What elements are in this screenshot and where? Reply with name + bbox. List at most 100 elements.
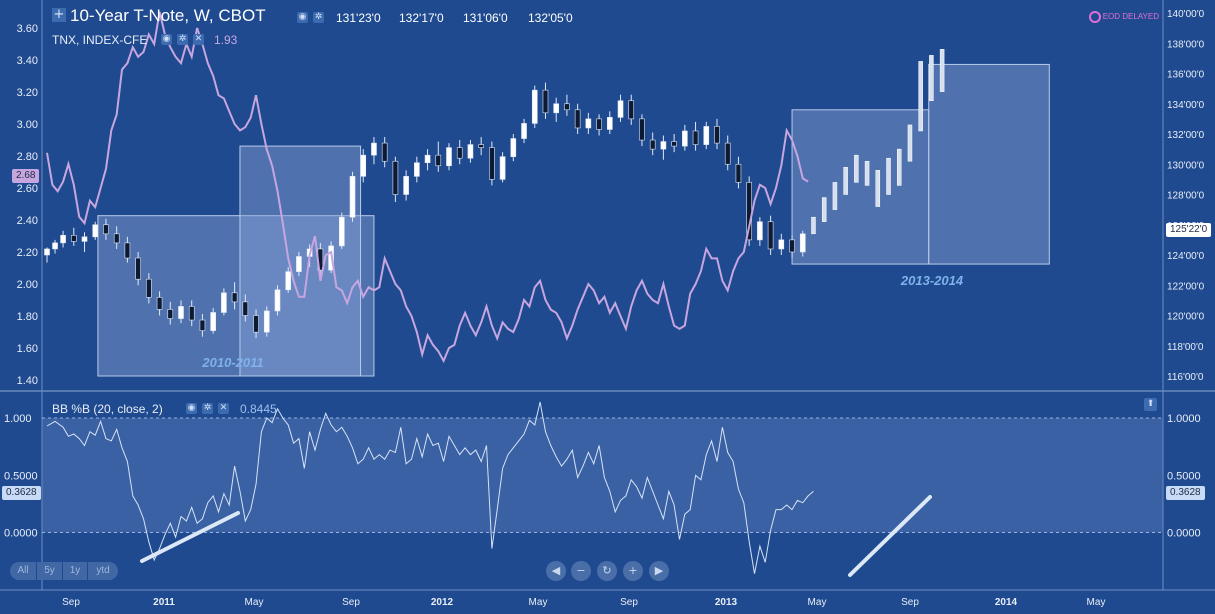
expand-plus-icon[interactable]: +: [52, 7, 66, 22]
candle-body: [456, 147, 463, 159]
candle-body: [253, 315, 259, 333]
candle-body: [564, 103, 570, 111]
indicator-eye-icon[interactable]: ◉: [186, 403, 197, 414]
right-axis-tick-label: 118'00'0: [1167, 342, 1204, 353]
candle-body: [360, 154, 367, 177]
candle-body: [274, 289, 281, 312]
candle-body: [639, 118, 645, 141]
scroll-left-icon[interactable]: ◀: [546, 561, 566, 581]
x-axis-tick-label: May: [245, 597, 264, 608]
candle-body: [757, 221, 763, 241]
candle-body: [403, 176, 409, 195]
candle-body: [124, 242, 131, 259]
x-axis-tick-label: May: [529, 597, 548, 608]
reset-icon[interactable]: ↻: [597, 561, 617, 581]
candle-body: [381, 142, 388, 162]
indicator-label: BB %B (20, close, 2): [52, 402, 163, 416]
highlight-box: [791, 109, 930, 265]
left-axis-tick-label: 3.20: [17, 87, 38, 99]
candle-body: [767, 221, 774, 250]
candle-body: [628, 100, 635, 120]
indicator-close-icon[interactable]: ✕: [218, 403, 229, 414]
left-axis-tick-label: 1.40: [17, 375, 38, 387]
projection-bar: [811, 216, 816, 235]
projection-bar: [832, 182, 838, 210]
right-axis-tick-label: 138'00'0: [1167, 39, 1205, 50]
projection-bar: [875, 170, 881, 207]
settings-gear-icon[interactable]: ✲: [313, 12, 324, 23]
candle-body: [435, 154, 442, 167]
collapse-pane-icon[interactable]: ⬆: [1144, 398, 1157, 411]
candle-body: [585, 118, 592, 129]
zoom-in-icon[interactable]: +: [623, 561, 643, 581]
candle-body: [338, 216, 345, 247]
projection-bar: [854, 154, 859, 183]
range-1y-button[interactable]: 1y: [63, 562, 87, 580]
compare-eye-icon[interactable]: ◉: [161, 34, 172, 45]
range-ytd-button[interactable]: ytd: [88, 562, 118, 580]
ohlc-open: 131'23'0: [336, 11, 381, 25]
candle-body: [424, 154, 431, 164]
right-axis-tick-label: 124'00'0: [1167, 251, 1205, 262]
candle-body: [446, 147, 452, 167]
tnx-current-badge: 2.68: [12, 169, 40, 183]
left-axis-tick-label: 2.40: [17, 215, 38, 227]
bb-left-current-badge: 0.3628: [2, 486, 41, 500]
eod-delayed-badge: EOD DELAYED: [1102, 12, 1159, 21]
right-axis-tick-label: 130'00'0: [1167, 160, 1205, 171]
candle-body: [167, 309, 174, 319]
candle-body: [478, 144, 484, 148]
candle-body: [392, 160, 399, 195]
left-axis-tick-label: 1.80: [17, 311, 38, 323]
right-axis-tick-label: 136'00'0: [1167, 70, 1205, 81]
projection-bar: [918, 61, 923, 132]
candle-body: [81, 236, 88, 242]
scroll-right-icon[interactable]: ▶: [649, 561, 669, 581]
candle-body: [263, 310, 270, 333]
range-all-button[interactable]: All: [10, 562, 36, 580]
candle-body: [414, 162, 420, 177]
compare-close-icon[interactable]: ✕: [193, 34, 204, 45]
bb-band-fill: [42, 418, 1163, 533]
candle-body: [606, 117, 613, 130]
highlight-box: [928, 63, 1050, 265]
right-axis-tick-label: 140'00'0: [1167, 9, 1205, 20]
candle-body: [285, 271, 292, 291]
x-axis-tick-label: 2012: [431, 597, 454, 608]
projection-bar: [886, 157, 891, 195]
projection-bar: [929, 55, 934, 101]
candle-body: [60, 235, 66, 244]
candle-body: [553, 103, 560, 114]
compare-gear-icon[interactable]: ✲: [177, 34, 188, 45]
candle-body: [510, 138, 517, 157]
candle-body: [660, 141, 667, 150]
ohlc-low: 131'06'0: [463, 11, 508, 25]
left-axis-tick-label: 3.00: [17, 119, 38, 131]
candle-body: [371, 142, 377, 156]
ohlc-high: 132'17'0: [399, 11, 444, 25]
bb-percent-line: [46, 401, 814, 574]
candle-body: [574, 109, 581, 129]
candle-body: [542, 89, 549, 114]
right-axis-tick-label: 122'00'0: [1167, 281, 1205, 292]
indicator-gear-icon[interactable]: ✲: [202, 403, 213, 414]
visibility-eye-icon[interactable]: ◉: [297, 12, 308, 23]
tnx-line: [46, 11, 809, 364]
indicator-value: 0.8445: [240, 402, 277, 416]
candle-body: [135, 257, 141, 280]
x-axis-tick-label: May: [808, 597, 827, 608]
projection-bar: [939, 49, 945, 92]
x-axis-tick-label: Sep: [620, 597, 638, 608]
zoom-out-icon[interactable]: −: [571, 561, 591, 581]
candle-body: [231, 292, 238, 303]
bb-left-tick-label: 1.000: [4, 413, 32, 425]
candle-body: [92, 224, 99, 238]
candle-body: [714, 126, 720, 144]
projection-bar: [896, 148, 902, 186]
compare-series-label: TNX, INDEX-CFE: [52, 33, 148, 47]
price-current-badge: 125'22'0: [1166, 223, 1212, 237]
range-5y-button[interactable]: 5y: [37, 562, 62, 580]
bb-left-tick-label: 0.0000: [4, 528, 38, 540]
